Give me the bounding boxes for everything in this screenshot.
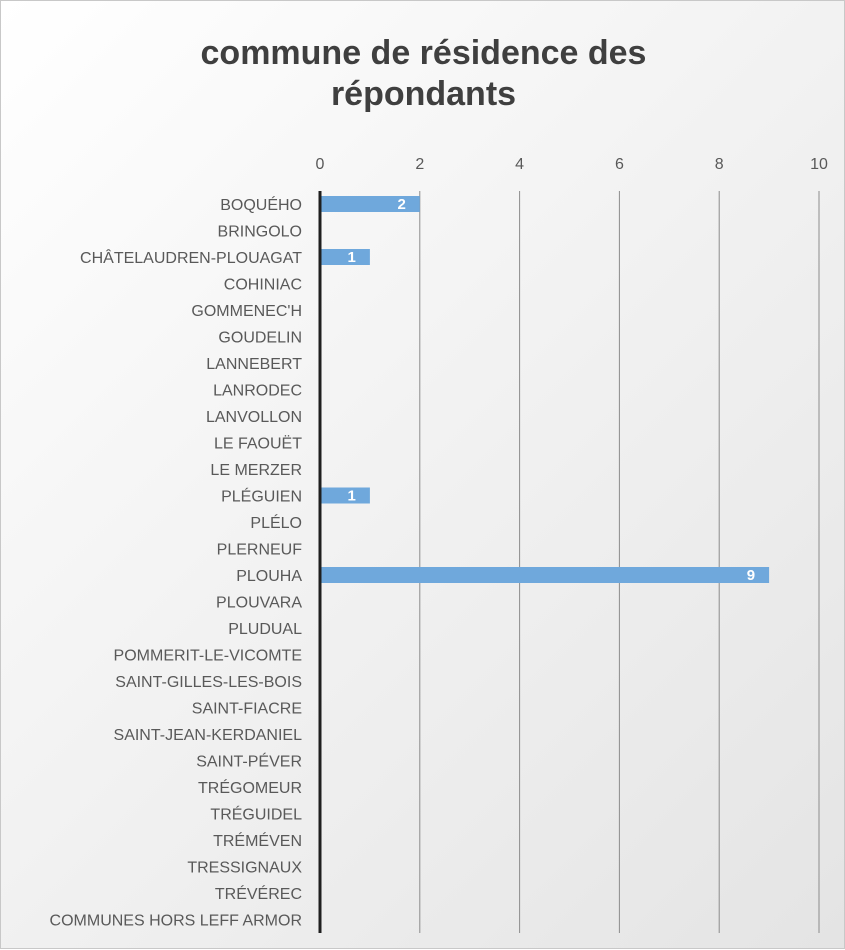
data-label: 1	[348, 249, 356, 266]
x-tick-label: 8	[715, 156, 724, 173]
category-label: TRESSIGNAUX	[187, 860, 302, 877]
category-label: PLUDUAL	[228, 621, 302, 638]
x-tick-label: 6	[615, 156, 624, 173]
category-label: PLOUVARA	[216, 595, 302, 612]
x-tick-label: 0	[316, 156, 325, 173]
category-label: COHINIAC	[224, 277, 302, 294]
category-label: PLÉLO	[250, 513, 302, 532]
bar	[320, 196, 420, 212]
category-label: CHÂTELAUDREN-PLOUAGAT	[80, 248, 302, 267]
category-label: LE MERZER	[210, 462, 302, 479]
bar	[320, 487, 370, 504]
category-label: LANVOLLON	[206, 409, 302, 426]
chart-title: commune de résidence des répondants	[200, 34, 647, 113]
category-label: SAINT-GILLES-LES-BOIS	[115, 674, 302, 691]
category-label: LANRODEC	[213, 383, 302, 400]
category-label: SAINT-PÉVER	[196, 752, 302, 771]
category-label: LE FAOUËT	[214, 435, 302, 453]
category-label: POMMERIT-LE-VICOMTE	[114, 648, 302, 665]
category-label: PLÉGUIEN	[221, 487, 302, 506]
category-label: PLOUHA	[236, 568, 302, 585]
category-label: SAINT-JEAN-KERDANIEL	[114, 727, 303, 744]
category-label: BOQUÉHO	[220, 195, 302, 214]
data-label: 1	[348, 488, 356, 505]
category-label: LANNEBERT	[206, 356, 302, 373]
category-label: PLERNEUF	[217, 542, 303, 559]
bar	[320, 249, 370, 265]
category-label: GOMMENEC'H	[191, 303, 302, 320]
category-label: SAINT-FIACRE	[192, 701, 302, 718]
category-label: TRÉGOMEUR	[198, 778, 302, 797]
data-label: 2	[397, 196, 405, 213]
category-label: TRÉMÉVEN	[213, 831, 302, 850]
category-label: TRÉVÉREC	[215, 884, 302, 903]
x-tick-label: 4	[515, 156, 524, 173]
data-label: 9	[747, 567, 755, 584]
category-label: TRÉGUIDEL	[210, 805, 302, 824]
x-tick-label: 2	[415, 156, 424, 173]
category-label: GOUDELIN	[218, 330, 302, 347]
category-label: COMMUNES HORS LEFF ARMOR	[50, 913, 302, 930]
bar	[320, 567, 770, 583]
x-tick-label: 10	[810, 156, 828, 173]
category-label: BRINGOLO	[218, 224, 302, 241]
